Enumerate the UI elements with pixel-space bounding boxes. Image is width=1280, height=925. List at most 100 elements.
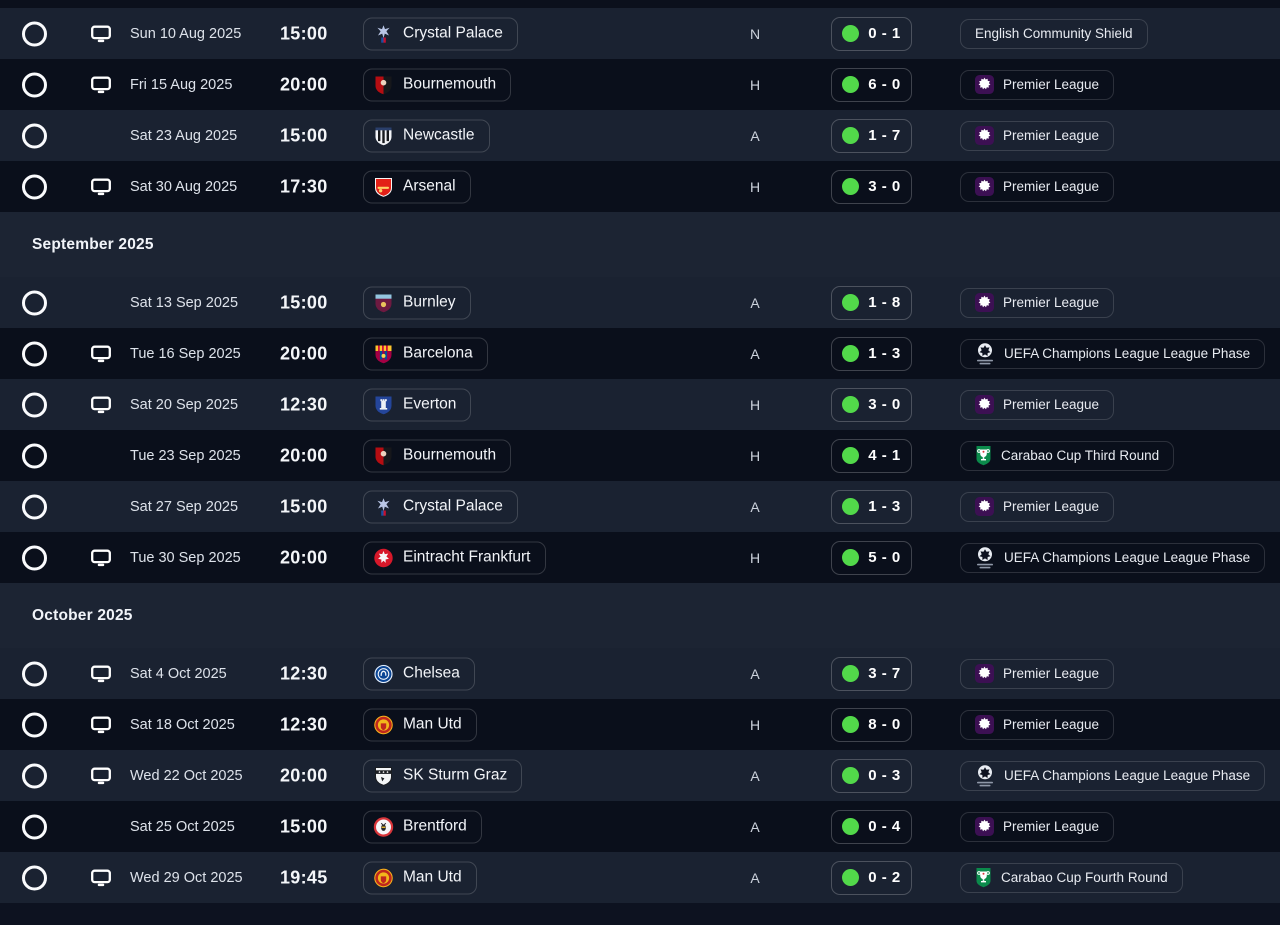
opponent-name: Newcastle [403, 126, 475, 144]
tv-broadcast-icon [91, 549, 111, 566]
competition-chip[interactable]: Carabao Cup Fourth Round [960, 862, 1183, 893]
score-chip[interactable]: 1 - 3 [831, 336, 912, 371]
competition-chip[interactable]: Premier League [960, 287, 1115, 318]
competition-name: Premier League [1003, 717, 1100, 732]
opponent-chip[interactable]: Crystal Palace [363, 490, 518, 523]
opponent-chip[interactable]: Bournemouth [363, 439, 512, 472]
competition-chip[interactable]: English Community Shield [960, 18, 1148, 49]
score-chip[interactable]: 0 - 3 [831, 758, 912, 793]
match-status-circle-icon[interactable] [22, 21, 47, 46]
fixture-row[interactable]: Tue 23 Sep 2025 20:00 Bournemouth H 4 - … [0, 430, 1280, 481]
competition-chip[interactable]: Premier League [960, 120, 1115, 151]
opponent-chip[interactable]: Newcastle [363, 119, 490, 152]
fixture-row[interactable]: Fri 15 Aug 2025 20:00 Bournemouth H 6 - … [0, 59, 1280, 110]
opponent-chip[interactable]: Man Utd [363, 861, 477, 894]
fixture-row[interactable]: Sat 30 Aug 2025 17:30 Arsenal H 3 - 0 Pr… [0, 161, 1280, 212]
fixture-row[interactable]: Tue 30 Sep 2025 20:00 Eintracht Frankfur… [0, 532, 1280, 583]
opponent-chip[interactable]: Brentford [363, 810, 482, 843]
opponent-chip[interactable]: Burnley [363, 286, 471, 319]
fixture-row[interactable]: Sat 18 Oct 2025 12:30 Man Utd H 8 - 0 Pr… [0, 699, 1280, 750]
score-chip[interactable]: 0 - 4 [831, 809, 912, 844]
match-status-circle-icon[interactable] [22, 392, 47, 417]
match-date: Sat 30 Aug 2025 [130, 178, 238, 195]
score-chip[interactable]: 3 - 0 [831, 387, 912, 422]
competition-chip[interactable]: Premier League [960, 811, 1115, 842]
premier-league-icon [975, 817, 994, 836]
score-chip[interactable]: 0 - 1 [831, 16, 912, 51]
fixture-row[interactable]: Sat 23 Aug 2025 15:00 Newcastle A 1 - 7 … [0, 110, 1280, 161]
kickoff-time: 17:30 [280, 176, 328, 196]
competition-chip[interactable]: Premier League [960, 491, 1115, 522]
opponent-chip[interactable]: Arsenal [363, 170, 471, 203]
result-dot-icon [842, 178, 860, 195]
match-status-circle-icon[interactable] [22, 341, 47, 366]
score-text: 0 - 1 [868, 25, 901, 42]
match-status-circle-icon[interactable] [22, 174, 47, 199]
competition-chip[interactable]: Carabao Cup Third Round [960, 440, 1175, 471]
ucl-icon [975, 342, 995, 366]
fixture-row[interactable]: Sat 13 Sep 2025 15:00 Burnley A 1 - 8 Pr… [0, 277, 1280, 328]
chelsea-badge-icon [373, 663, 394, 684]
crystal-palace-badge-icon [373, 23, 394, 44]
result-dot-icon [842, 76, 860, 93]
opponent-chip[interactable]: Everton [363, 388, 472, 421]
competition-chip[interactable]: Premier League [960, 709, 1115, 740]
score-chip[interactable]: 1 - 7 [831, 118, 912, 153]
score-chip[interactable]: 3 - 0 [831, 169, 912, 204]
score-chip[interactable]: 3 - 7 [831, 656, 912, 691]
premier-league-icon [975, 497, 994, 516]
crystal-palace-badge-icon [373, 496, 394, 517]
match-status-circle-icon[interactable] [22, 72, 47, 97]
match-status-circle-icon[interactable] [22, 494, 47, 519]
score-chip[interactable]: 6 - 0 [831, 67, 912, 102]
competition-chip[interactable]: Premier League [960, 171, 1115, 202]
match-status-circle-icon[interactable] [22, 290, 47, 315]
match-date: Tue 30 Sep 2025 [130, 549, 241, 566]
match-status-circle-icon[interactable] [22, 865, 47, 890]
kickoff-time: 20:00 [280, 445, 328, 465]
match-status-circle-icon[interactable] [22, 814, 47, 839]
fixture-row[interactable]: Sun 10 Aug 2025 15:00 Crystal Palace N 0… [0, 8, 1280, 59]
fixture-row[interactable]: Sat 4 Oct 2025 12:30 Chelsea A 3 - 7 Pre… [0, 648, 1280, 699]
competition-chip[interactable]: UEFA Champions League League Phase [960, 760, 1266, 791]
everton-badge-icon [373, 394, 394, 415]
score-text: 8 - 0 [868, 716, 901, 733]
page-bottom-edge [0, 903, 1280, 925]
fixture-row[interactable]: Sat 25 Oct 2025 15:00 Brentford A 0 - 4 … [0, 801, 1280, 852]
score-chip[interactable]: 4 - 1 [831, 438, 912, 473]
competition-chip[interactable]: UEFA Champions League League Phase [960, 542, 1266, 573]
score-chip[interactable]: 1 - 8 [831, 285, 912, 320]
fixture-row[interactable]: Wed 22 Oct 2025 20:00 SK Sturm Graz A 0 … [0, 750, 1280, 801]
competition-chip[interactable]: Premier League [960, 658, 1115, 689]
premier-league-icon [975, 395, 994, 414]
opponent-chip[interactable]: Barcelona [363, 337, 488, 370]
fixture-row[interactable]: Sat 27 Sep 2025 15:00 Crystal Palace A 1… [0, 481, 1280, 532]
match-status-circle-icon[interactable] [22, 763, 47, 788]
tv-broadcast-icon [91, 178, 111, 195]
opponent-chip[interactable]: SK Sturm Graz [363, 759, 523, 792]
result-dot-icon [842, 127, 860, 144]
fixture-row[interactable]: Tue 16 Sep 2025 20:00 Barcelona A 1 - 3 … [0, 328, 1280, 379]
match-status-circle-icon[interactable] [22, 443, 47, 468]
opponent-chip[interactable]: Crystal Palace [363, 17, 518, 50]
carabao-icon [975, 867, 992, 888]
opponent-chip[interactable]: Bournemouth [363, 68, 512, 101]
opponent-chip[interactable]: Man Utd [363, 708, 477, 741]
competition-chip[interactable]: Premier League [960, 69, 1115, 100]
score-chip[interactable]: 0 - 2 [831, 860, 912, 895]
tv-broadcast-icon [91, 767, 111, 784]
fixture-row[interactable]: Sat 20 Sep 2025 12:30 Everton H 3 - 0 Pr… [0, 379, 1280, 430]
score-chip[interactable]: 5 - 0 [831, 540, 912, 575]
opponent-chip[interactable]: Eintracht Frankfurt [363, 541, 546, 574]
opponent-chip[interactable]: Chelsea [363, 657, 475, 690]
competition-chip[interactable]: UEFA Champions League League Phase [960, 338, 1266, 369]
fixture-row[interactable]: Wed 29 Oct 2025 19:45 Man Utd A 0 - 2 Ca… [0, 852, 1280, 903]
match-status-circle-icon[interactable] [22, 123, 47, 148]
score-chip[interactable]: 1 - 3 [831, 489, 912, 524]
match-status-circle-icon[interactable] [22, 712, 47, 737]
score-chip[interactable]: 8 - 0 [831, 707, 912, 742]
competition-chip[interactable]: Premier League [960, 389, 1115, 420]
match-status-circle-icon[interactable] [22, 545, 47, 570]
score-text: 1 - 3 [868, 498, 901, 515]
match-status-circle-icon[interactable] [22, 661, 47, 686]
